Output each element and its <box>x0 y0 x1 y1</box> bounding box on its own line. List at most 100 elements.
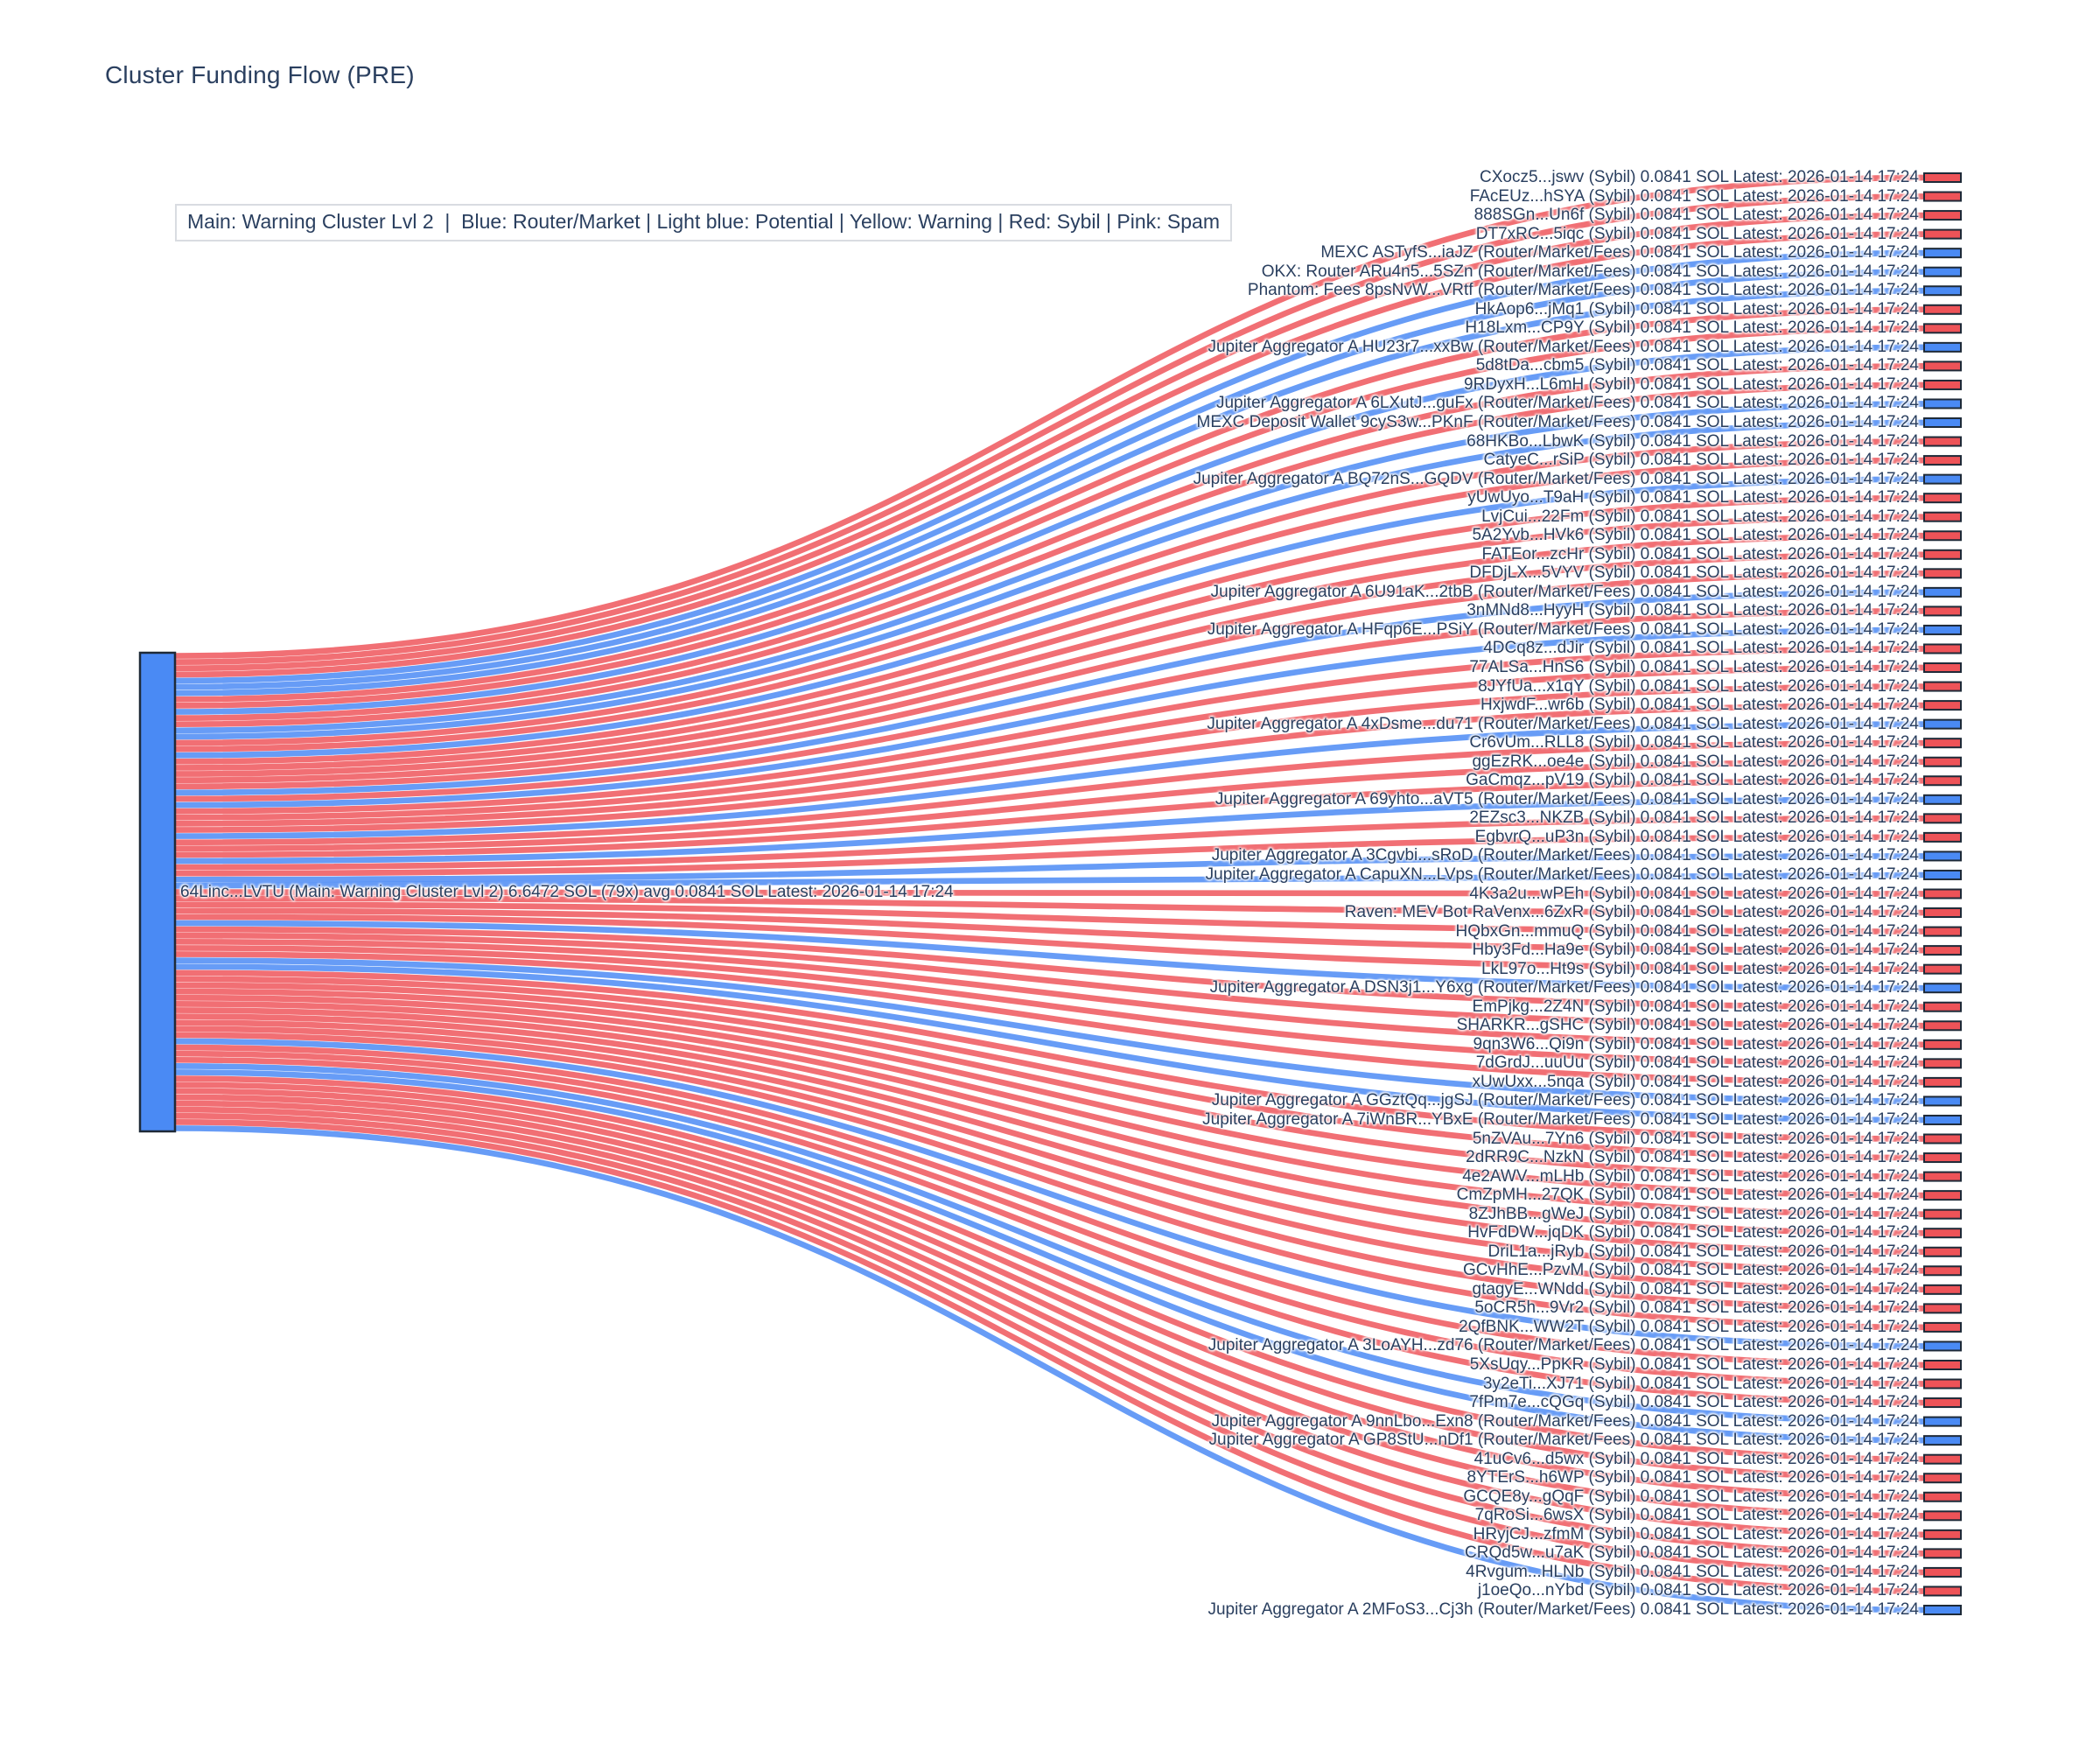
sankey-link[interactable] <box>174 1019 1925 1293</box>
target-node[interactable] <box>1923 700 1962 711</box>
target-node[interactable] <box>1923 1208 1962 1220</box>
sankey-link[interactable] <box>174 193 1925 666</box>
target-node[interactable] <box>1923 191 1962 202</box>
sankey-link[interactable] <box>174 249 1925 684</box>
target-node[interactable] <box>1923 813 1962 824</box>
target-node[interactable] <box>1923 1453 1962 1465</box>
sankey-link[interactable] <box>174 1082 1925 1481</box>
target-node[interactable] <box>1923 888 1962 900</box>
target-node[interactable] <box>1923 963 1962 975</box>
sankey-link[interactable] <box>174 932 1925 1029</box>
sankey-link[interactable] <box>174 970 1925 1142</box>
target-node[interactable] <box>1923 1152 1962 1164</box>
target-node[interactable] <box>1923 1435 1962 1446</box>
target-node[interactable] <box>1923 493 1962 504</box>
sankey-link[interactable] <box>174 951 1925 1086</box>
sankey-link[interactable] <box>174 920 1925 991</box>
target-node[interactable] <box>1923 738 1962 749</box>
sankey-link[interactable] <box>174 926 1925 1011</box>
sankey-link[interactable] <box>174 1112 1925 1576</box>
target-node[interactable] <box>1923 398 1962 410</box>
target-node[interactable] <box>1923 624 1962 635</box>
target-node[interactable] <box>1923 869 1962 880</box>
target-node[interactable] <box>1923 850 1962 862</box>
target-node[interactable] <box>1923 794 1962 805</box>
target-node[interactable] <box>1923 1321 1962 1333</box>
sankey-link[interactable] <box>174 231 1925 678</box>
sankey-link[interactable] <box>174 570 1925 790</box>
target-node[interactable] <box>1923 1586 1962 1597</box>
target-node[interactable] <box>1923 1303 1962 1314</box>
target-node[interactable] <box>1923 1171 1962 1182</box>
target-node[interactable] <box>1923 1020 1962 1032</box>
target-node[interactable] <box>1923 775 1962 787</box>
sankey-link[interactable] <box>174 626 1925 808</box>
sankey-link[interactable] <box>174 1069 1925 1444</box>
sankey-link[interactable] <box>174 976 1925 1161</box>
target-node[interactable] <box>1923 662 1962 674</box>
sankey-link[interactable] <box>174 702 1925 833</box>
target-node[interactable] <box>1923 907 1962 919</box>
sankey-link[interactable] <box>174 1056 1925 1406</box>
target-node[interactable] <box>1923 1473 1962 1484</box>
target-node[interactable] <box>1923 1416 1962 1427</box>
target-node[interactable] <box>1923 304 1962 315</box>
sankey-link[interactable] <box>174 1044 1925 1368</box>
target-node[interactable] <box>1923 228 1962 240</box>
sankey-link[interactable] <box>174 401 1925 734</box>
target-node[interactable] <box>1923 417 1962 429</box>
sankey-link[interactable] <box>174 683 1925 827</box>
sankey-link[interactable] <box>174 551 1925 783</box>
target-node[interactable] <box>1923 511 1962 522</box>
target-node[interactable] <box>1923 568 1962 579</box>
sankey-link[interactable] <box>174 957 1925 1104</box>
sankey-link[interactable] <box>174 982 1925 1180</box>
target-node[interactable] <box>1923 1605 1962 1615</box>
sankey-link[interactable] <box>174 853 1925 883</box>
sankey-link[interactable] <box>174 914 1925 973</box>
sankey-link[interactable] <box>174 759 1925 852</box>
sankey-link[interactable] <box>174 514 1925 771</box>
target-node[interactable] <box>1923 1246 1962 1257</box>
target-node[interactable] <box>1923 1548 1962 1559</box>
target-node[interactable] <box>1923 681 1962 692</box>
target-node[interactable] <box>1923 473 1962 485</box>
target-node[interactable] <box>1923 172 1962 183</box>
sankey-link[interactable] <box>174 834 1925 877</box>
target-node[interactable] <box>1923 1265 1962 1277</box>
target-node[interactable] <box>1923 1491 1962 1502</box>
sankey-link[interactable] <box>174 589 1925 796</box>
source-node[interactable] <box>138 651 177 1133</box>
target-node[interactable] <box>1923 455 1962 466</box>
target-node[interactable] <box>1923 1001 1962 1012</box>
target-node[interactable] <box>1923 323 1962 334</box>
target-node[interactable] <box>1923 1039 1962 1050</box>
target-node[interactable] <box>1923 1529 1962 1540</box>
sankey-link[interactable] <box>174 1100 1925 1538</box>
sankey-link[interactable] <box>174 457 1925 752</box>
target-node[interactable] <box>1923 945 1962 956</box>
sankey-link[interactable] <box>174 796 1925 864</box>
sankey-link[interactable] <box>174 938 1925 1048</box>
target-node[interactable] <box>1923 1058 1962 1069</box>
sankey-link[interactable] <box>174 1063 1925 1424</box>
target-node[interactable] <box>1923 1359 1962 1370</box>
sankey-link[interactable] <box>174 532 1925 777</box>
sankey-link[interactable] <box>174 664 1925 821</box>
sankey-link[interactable] <box>174 1094 1925 1519</box>
target-node[interactable] <box>1923 1397 1962 1409</box>
sankey-link[interactable] <box>174 889 1925 897</box>
sankey-link[interactable] <box>174 1007 1925 1256</box>
target-node[interactable] <box>1923 1510 1962 1522</box>
target-node[interactable] <box>1923 266 1962 277</box>
target-node[interactable] <box>1923 1076 1962 1088</box>
target-node[interactable] <box>1923 530 1962 542</box>
sankey-link[interactable] <box>174 608 1925 802</box>
target-node[interactable] <box>1923 549 1962 560</box>
sankey-link[interactable] <box>174 1001 1925 1236</box>
sankey-link[interactable] <box>174 1106 1925 1557</box>
sankey-link[interactable] <box>174 325 1925 709</box>
sankey-link[interactable] <box>174 476 1925 759</box>
sankey-link[interactable] <box>174 1075 1925 1463</box>
target-node[interactable] <box>1923 926 1962 937</box>
